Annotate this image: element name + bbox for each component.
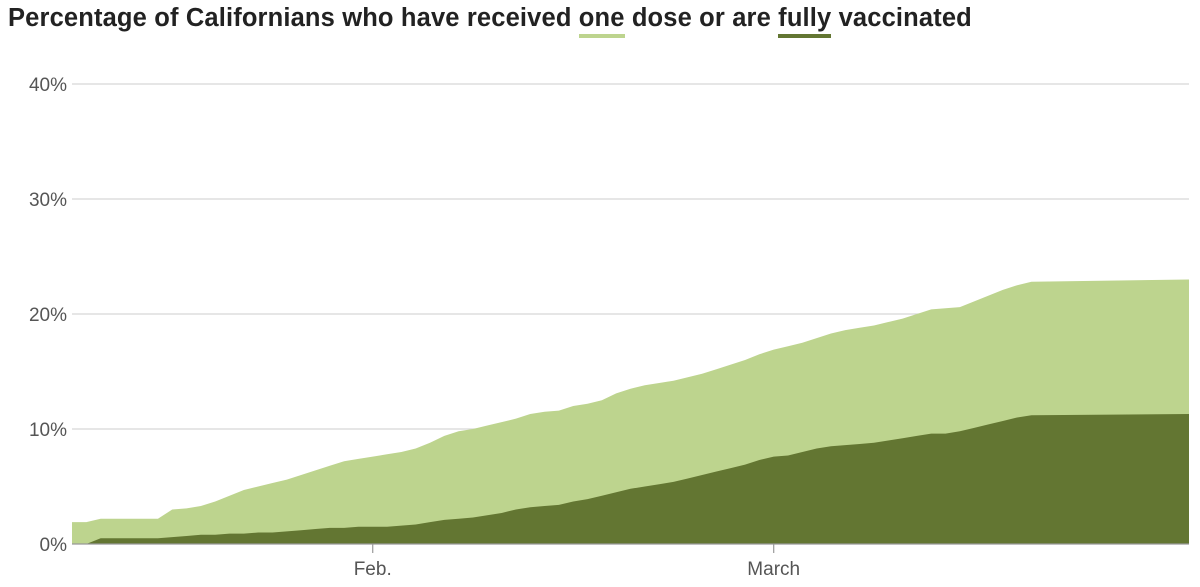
legend-one-dose-swatch (578, 34, 625, 38)
y-tick-label: 0% (40, 535, 68, 556)
y-tick-label: 30% (29, 190, 67, 211)
area-fully (72, 414, 1189, 544)
title-prefix: Percentage of Californians who have rece… (8, 4, 579, 32)
y-tick-label: 20% (29, 305, 67, 326)
title-suffix: vaccinated (831, 4, 972, 32)
legend-one-dose-label: one (578, 4, 625, 32)
y-tick-label: 40% (29, 75, 67, 96)
legend-fully-vaccinated: fully (778, 4, 832, 38)
axes: 0% 10% 20% 30% 40% Feb. March (29, 75, 1189, 580)
legend-fully-swatch (778, 34, 832, 38)
area-series (72, 279, 1189, 544)
y-tick-label: 10% (29, 420, 67, 441)
x-tick-label: Feb. (354, 559, 392, 580)
legend-fully-label: fully (778, 4, 832, 32)
chart-title: Percentage of Californians who have rece… (8, 4, 972, 38)
x-tick-label: March (747, 559, 800, 580)
legend-one-dose: one (578, 4, 625, 38)
title-middle: dose or are (624, 4, 779, 32)
